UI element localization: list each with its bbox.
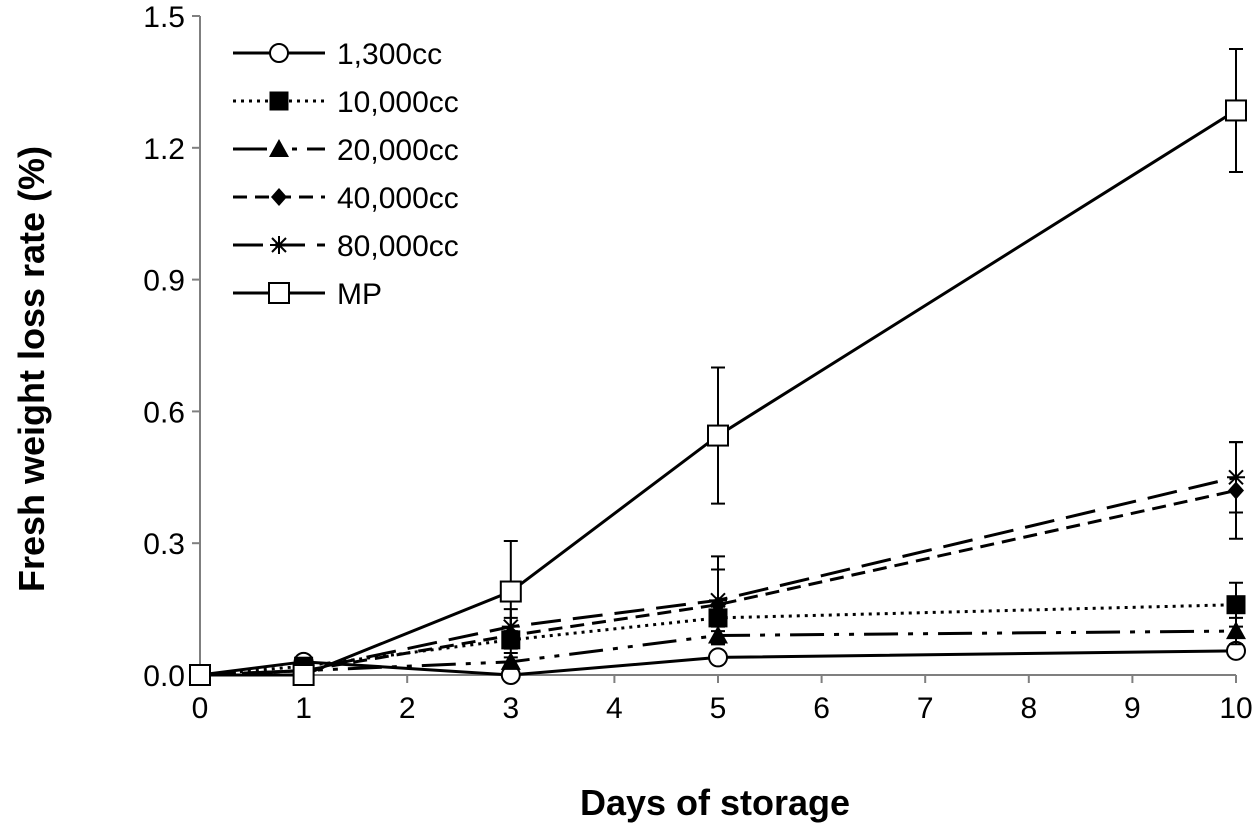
y-tick-label: 0.0 [143,660,185,693]
y-tick-label: 1.2 [143,133,185,166]
legend-label: 10,000cc [337,86,459,119]
x-tick-label: 4 [606,692,623,725]
legend-label: MP [337,278,382,311]
legend-item: 80,000cc [233,230,459,263]
y-axis-title: Fresh weight loss rate (%) [11,146,52,592]
legend: 1,300cc 10,000cc 20,000cc 40,000cc 80,000cc M… [233,38,459,311]
series-layer [189,47,1247,686]
data-point [1226,621,1246,640]
x-tick-label: 0 [192,692,209,725]
data-point [189,664,211,686]
legend-marker [269,139,289,157]
x-tick-label: 1 [295,692,312,725]
axes: 0.0 0.3 0.6 0.9 1.2 1.5 0 1 2 3 4 5 6 7 8 9 10 [143,1,1252,725]
legend-label: 1,300cc [337,38,442,71]
data-point [292,664,315,686]
legend-label: 40,000cc [337,182,459,215]
legend-marker [269,91,289,111]
series-mp [189,47,1247,686]
legend-marker [270,236,288,254]
data-point [500,651,521,670]
x-axis-title: Days of storage [580,782,850,823]
x-tick-label: 8 [1020,692,1037,725]
y-tick-label: 1.5 [143,1,185,34]
legend-item: 20,000cc [233,134,459,167]
data-point [1226,595,1246,615]
x-tick-label: 3 [502,692,519,725]
y-tick-label: 0.9 [143,265,185,298]
legend-item: 1,300cc [233,38,442,71]
x-tick-label: 10 [1219,692,1252,725]
x-tick-label: 5 [710,692,727,725]
x-tick-label: 6 [813,692,830,725]
legend-marker [269,43,289,63]
data-point [707,424,729,447]
legend-marker [271,188,287,206]
data-point [1225,99,1247,122]
y-tick-label: 0.3 [143,528,185,561]
data-point [708,647,728,668]
x-tick-label: 2 [399,692,416,725]
data-point [1227,468,1245,487]
x-tick-label: 9 [1124,692,1141,725]
legend-label: 20,000cc [337,134,459,167]
legend-item: MP [233,278,382,311]
data-point [499,580,522,603]
data-point [709,591,727,610]
x-tick-label: 7 [917,692,934,725]
legend-label: 80,000cc [337,230,459,263]
legend-item: 40,000cc [233,182,459,215]
legend-marker [268,282,290,304]
legend-item: 10,000cc [233,86,459,119]
y-tick-label: 0.6 [143,396,185,429]
